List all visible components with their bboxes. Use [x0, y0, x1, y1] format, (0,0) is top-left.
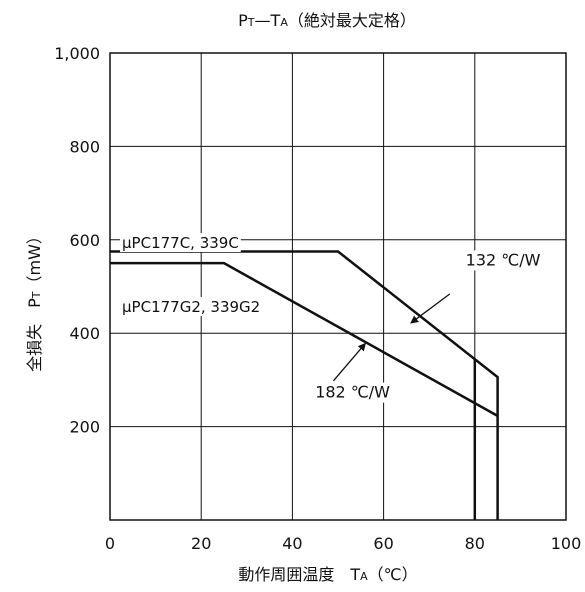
x-axis-label: 動作周囲温度 TA（℃）: [238, 565, 417, 584]
x-tick-label: 0: [105, 534, 115, 553]
annotation-label: 182 ℃/W: [315, 383, 390, 402]
annotations: 132 ℃/W 182 ℃/W: [312, 250, 544, 403]
plot-frame: [109, 52, 567, 521]
series-label: μPC177G2, 339G2: [122, 298, 260, 316]
series-label-bg: [120, 233, 241, 252]
series-label-bg: [120, 297, 263, 316]
annotation-arrow: [410, 293, 451, 324]
annotation-bg: [312, 382, 394, 403]
y-tick-label: 800: [69, 137, 100, 156]
annotation-arrow: [332, 342, 367, 382]
y-tick-label: 200: [69, 418, 100, 437]
tick-labels: 0 20 40 60 80 100 200 400 600 800 1,000: [54, 44, 581, 553]
chart-title: PT—TA（絶対最大定格）: [238, 11, 416, 30]
annotation-label: 132 ℃/W: [466, 250, 541, 269]
x-tick-label: 40: [282, 534, 302, 553]
x-tick-label: 80: [465, 534, 485, 553]
x-tick-label: 20: [191, 534, 211, 553]
y-tick-label: 600: [69, 231, 100, 250]
y-tick-label: 1,000: [54, 44, 100, 63]
series-line: [110, 261, 499, 417]
y-axis-label: 全損失 PT（mW）: [25, 228, 44, 372]
x-tick-label: 100: [551, 534, 582, 553]
series-labels: μPC177C, 339C μPC177G2, 339G2: [120, 233, 263, 316]
y-tick-label: 400: [69, 324, 100, 343]
series-line: [110, 250, 499, 520]
series-label: μPC177C, 339C: [122, 234, 239, 252]
annotation-bg: [462, 250, 544, 271]
series-lines: [110, 250, 499, 520]
x-tick-label: 60: [373, 534, 393, 553]
